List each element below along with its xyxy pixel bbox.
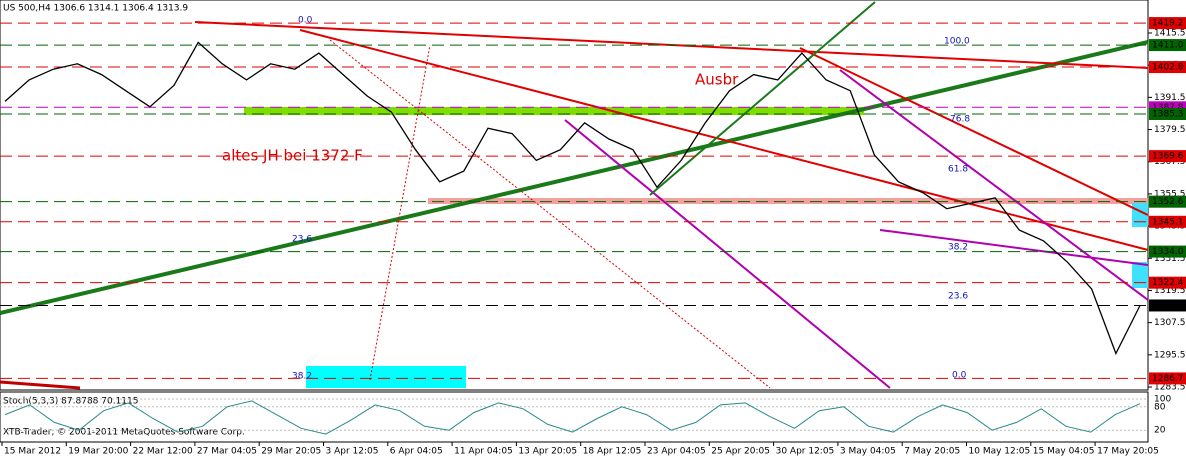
price-tick-label: 1415.5 [1154,29,1186,39]
date-label: 29 Mar 20:05 [261,447,321,457]
fib-label: 0.0 [952,371,967,381]
date-label: 10 May 12:05 [969,447,1031,457]
level-box [1149,372,1186,385]
level-label: 1402.8 [1152,63,1184,73]
annotation: Ausbr [695,71,739,89]
level-box [1149,107,1186,120]
date-label: 7 May 20:05 [904,447,960,457]
level-label: 1334.0 [1152,247,1184,257]
fib-label: 0.0 [298,16,313,26]
level-box [1149,299,1186,312]
date-label: 15 May 04:05 [1033,447,1095,457]
date-label: 11 Apr 04:05 [454,447,513,457]
price-tick-label: 1283.5 [1154,383,1186,393]
level-label: 1322.4 [1152,278,1184,288]
price-tick-label: 1319.5 [1154,286,1186,296]
trend-line [649,1,876,196]
fib-label: 100.0 [944,37,970,47]
fib-label: 38.2 [948,243,968,253]
date-label: 27 Mar 04:05 [197,447,257,457]
level-label: 1387.8 [1152,103,1184,113]
price-tick-label: 1295.5 [1154,350,1186,360]
level-label: 1286.7 [1152,374,1184,384]
date-label: 22 Mar 12:00 [133,447,193,457]
annotation: altes JH bei 1372 F [222,147,363,165]
level-label: 1313.9 [1152,301,1184,311]
level-box [1149,276,1186,289]
date-label: 30 Apr 12:05 [776,447,835,457]
trend-line [879,229,1149,266]
trend-line [564,119,891,389]
main-panel [0,0,1149,391]
price-tick-label: 1355.5 [1154,189,1186,199]
fib-label: 76.8 [950,115,970,125]
level-label: 1352.6 [1152,197,1184,207]
level-box [1149,195,1186,208]
zone [1132,262,1148,288]
date-label: 17 May 20:05 [1097,447,1159,457]
date-label: 25 Apr 20:05 [711,447,770,457]
zone [244,107,864,115]
level-label: 1411.0 [1152,41,1184,51]
fib-label: 23.6 [292,235,312,245]
price-tick-label: 1367.5 [1154,157,1186,167]
fib-line [329,39,771,389]
trend-line [839,69,1149,301]
trend-line [799,47,1149,216]
indicator-header: Stoch(5,3,3) 87.8788 70.1115 [3,397,138,407]
copyright: XTB-Trader, © 2001-2011 MetaQuotes Softw… [3,428,245,438]
level-label: 1385.3 [1152,109,1184,119]
level-label: 1345.1 [1152,217,1184,227]
price-tick-label: 1391.5 [1154,93,1186,103]
date-label: 18 Apr 12:05 [583,447,642,457]
level-label: 1419.2 [1152,19,1184,29]
trend-line [0,380,81,390]
level-box [1149,17,1186,30]
stoch-tick-label: 100 [1154,395,1171,405]
fib-label: 38.2 [292,372,312,382]
date-label: 15 Mar 2012 [4,447,61,457]
date-label: 3 Apr 12:05 [326,447,379,457]
level-box [1149,215,1186,228]
zone [1132,203,1148,227]
stoch-tick-label: 20 [1154,426,1166,436]
date-label: 23 Apr 04:05 [647,447,706,457]
zone [428,198,1148,204]
stoch-line [4,400,1141,435]
date-label: 13 Apr 20:05 [518,447,577,457]
price-tick-label: 1331.5 [1154,254,1186,264]
trend-line [0,40,1149,315]
fib-label: 23.6 [948,292,968,302]
level-box [1149,245,1186,258]
zone [306,366,466,388]
stoch-tick-label: 80 [1154,402,1166,412]
fib-line [369,44,431,381]
price-tick-label: 1379.5 [1154,125,1186,135]
price-tick-label: 1307.5 [1154,318,1186,328]
level-box [1149,150,1186,163]
date-label: 6 Apr 04:05 [390,447,443,457]
date-label: 3 May 04:05 [840,447,896,457]
symbol-header: US 500,H4 1306.6 1314.1 1306.4 1313.9 [3,4,188,14]
level-label: 1369.6 [1152,152,1184,162]
level-box [1149,61,1186,74]
fib-label: 61.8 [948,165,968,175]
date-label: 19 Mar 20:00 [68,447,128,457]
level-box [1149,39,1186,52]
price-line [4,41,1141,356]
stoch-panel [0,391,1149,443]
